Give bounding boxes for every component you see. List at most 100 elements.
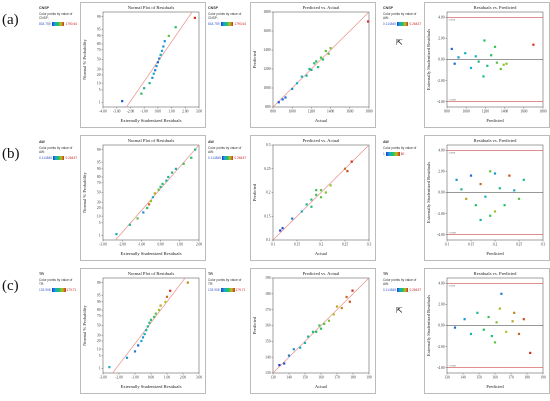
color-legend-b2: AW Color points by value of AW: 0.114845… bbox=[208, 140, 246, 160]
row-label-a: (a) bbox=[2, 12, 19, 28]
x-tick-label: -3.00 bbox=[99, 376, 107, 380]
y-axis-label: Externally Studentized Residuals bbox=[426, 162, 431, 223]
color-gradient-bar bbox=[385, 152, 400, 156]
legend-text: Color points by value of bbox=[39, 146, 73, 150]
data-point bbox=[156, 61, 159, 64]
x-tick-label: 150 bbox=[302, 376, 308, 380]
data-point bbox=[291, 87, 294, 91]
data-point bbox=[469, 332, 473, 336]
data-point bbox=[477, 60, 480, 63]
y-tick-label: 30 bbox=[97, 333, 101, 337]
chart-svg: Normal Plot of Residuals -4.00 -3.00 -2.00 -… bbox=[82, 5, 202, 123]
data-point bbox=[159, 53, 162, 56]
data-point bbox=[366, 20, 370, 23]
data-point bbox=[498, 307, 501, 310]
y-tick-label: 1800 bbox=[263, 10, 270, 14]
chart-title: Residuals vs. Predicted bbox=[474, 5, 517, 10]
x-tick-label: 2.00 bbox=[196, 243, 202, 247]
x-axis-label: Predicted bbox=[486, 118, 504, 123]
legend-high: 179.71 bbox=[66, 288, 77, 292]
x-tick-label: 0.15 bbox=[294, 243, 300, 247]
data-point bbox=[160, 49, 164, 52]
data-point bbox=[482, 75, 485, 78]
data-point bbox=[154, 312, 157, 315]
chart-title: Residuals vs. Predicted bbox=[474, 138, 517, 143]
chart-title: Normal Plot of Residuals bbox=[128, 271, 175, 276]
x-tick-label: -3.00 bbox=[99, 243, 107, 247]
x-tick-label: 0.00 bbox=[157, 243, 163, 247]
chart-title: Predicted vs. Actual bbox=[303, 5, 341, 10]
data-point bbox=[171, 171, 174, 174]
y-tick-label: 1 bbox=[99, 367, 101, 371]
data-point bbox=[499, 67, 502, 71]
x-tick-label: 1800 bbox=[365, 110, 372, 114]
y-tick-label: 30 bbox=[97, 200, 101, 204]
chart-svg: Predicted vs. Actual 800 1000 1200 1400 1600 1… bbox=[252, 5, 373, 123]
x-tick-label: 1200 bbox=[482, 110, 489, 114]
data-point bbox=[505, 62, 508, 65]
x-axis-label: Externally Studentized Residuals bbox=[121, 118, 182, 123]
data-point bbox=[194, 148, 197, 151]
data-point bbox=[483, 39, 486, 42]
data-point bbox=[315, 330, 318, 333]
color-gradient-bar bbox=[51, 288, 66, 292]
data-point bbox=[140, 339, 143, 343]
data-point bbox=[287, 354, 291, 357]
y-tick-label: 170 bbox=[265, 308, 271, 312]
x-tick-label: -1.00 bbox=[138, 243, 146, 247]
data-point bbox=[513, 311, 516, 314]
data-point bbox=[315, 189, 318, 192]
x-tick-label: 800 bbox=[444, 110, 450, 114]
x-tick-label: 1600 bbox=[346, 110, 353, 114]
y-tick-label: 50 bbox=[97, 324, 101, 328]
y-tick-label: 30 bbox=[97, 67, 101, 71]
y-tick-label: 90 bbox=[97, 167, 101, 171]
y-tick-label: 95 bbox=[97, 293, 101, 297]
color-legend-c3: TR Color points by value of AW: 0.114845… bbox=[383, 272, 421, 292]
limit-label: -3.9588 bbox=[449, 98, 457, 101]
reference-line bbox=[115, 145, 199, 240]
data-point bbox=[303, 341, 307, 345]
y-tick-label: 20 bbox=[97, 73, 101, 77]
y-tick-label: 0.15 bbox=[264, 214, 270, 218]
y-tick-label: 2.00 bbox=[438, 37, 444, 41]
data-point bbox=[162, 45, 165, 48]
data-point bbox=[121, 100, 124, 103]
color-gradient-bar bbox=[220, 22, 234, 26]
data-point bbox=[278, 363, 281, 367]
legend-high: 80 bbox=[400, 152, 405, 156]
data-point bbox=[346, 170, 349, 173]
data-point bbox=[167, 175, 170, 179]
data-point bbox=[469, 66, 473, 70]
export-arrow-icon[interactable]: ⇱ bbox=[396, 38, 403, 47]
y-tick-label: 1200 bbox=[263, 67, 270, 71]
data-point bbox=[141, 336, 145, 339]
data-point bbox=[145, 329, 148, 332]
y-tick-label: 99 bbox=[97, 281, 101, 285]
y-tick-label: 0.00 bbox=[438, 191, 444, 195]
data-point bbox=[517, 332, 521, 336]
data-point bbox=[315, 193, 318, 196]
y-tick-label: 160 bbox=[265, 324, 271, 328]
y-tick-label: 150 bbox=[265, 340, 271, 344]
y-tick-label: 70 bbox=[97, 181, 101, 185]
x-tick-label: -4.00 bbox=[99, 110, 107, 114]
color-legend-a1: CNSP Color points by value of CNSP: 818.… bbox=[39, 6, 77, 26]
legend-text: Color points by value of bbox=[208, 146, 242, 150]
data-point bbox=[165, 179, 168, 182]
legend-text: Color points by value of bbox=[383, 146, 417, 150]
chart-svg: Predicted vs. Actual 0.1 0.15 0.2 0.25 0.3 0.1… bbox=[252, 138, 371, 256]
export-arrow-icon[interactable]: ⇱ bbox=[396, 306, 403, 315]
data-point bbox=[490, 54, 493, 57]
legend-high: 0.26437 bbox=[65, 156, 77, 160]
color-gradient-bar bbox=[397, 22, 409, 26]
data-point bbox=[453, 326, 457, 329]
data-point bbox=[476, 311, 479, 314]
data-point bbox=[310, 198, 313, 201]
y-tick-label: 80 bbox=[97, 308, 101, 312]
data-point bbox=[505, 330, 508, 333]
legend-text: Color points by value of bbox=[208, 278, 242, 282]
chart-svg: Normal Plot of Residuals -3.00 -2.00 -1.00 0… bbox=[82, 271, 202, 389]
data-point bbox=[125, 356, 129, 359]
data-point bbox=[474, 204, 477, 207]
